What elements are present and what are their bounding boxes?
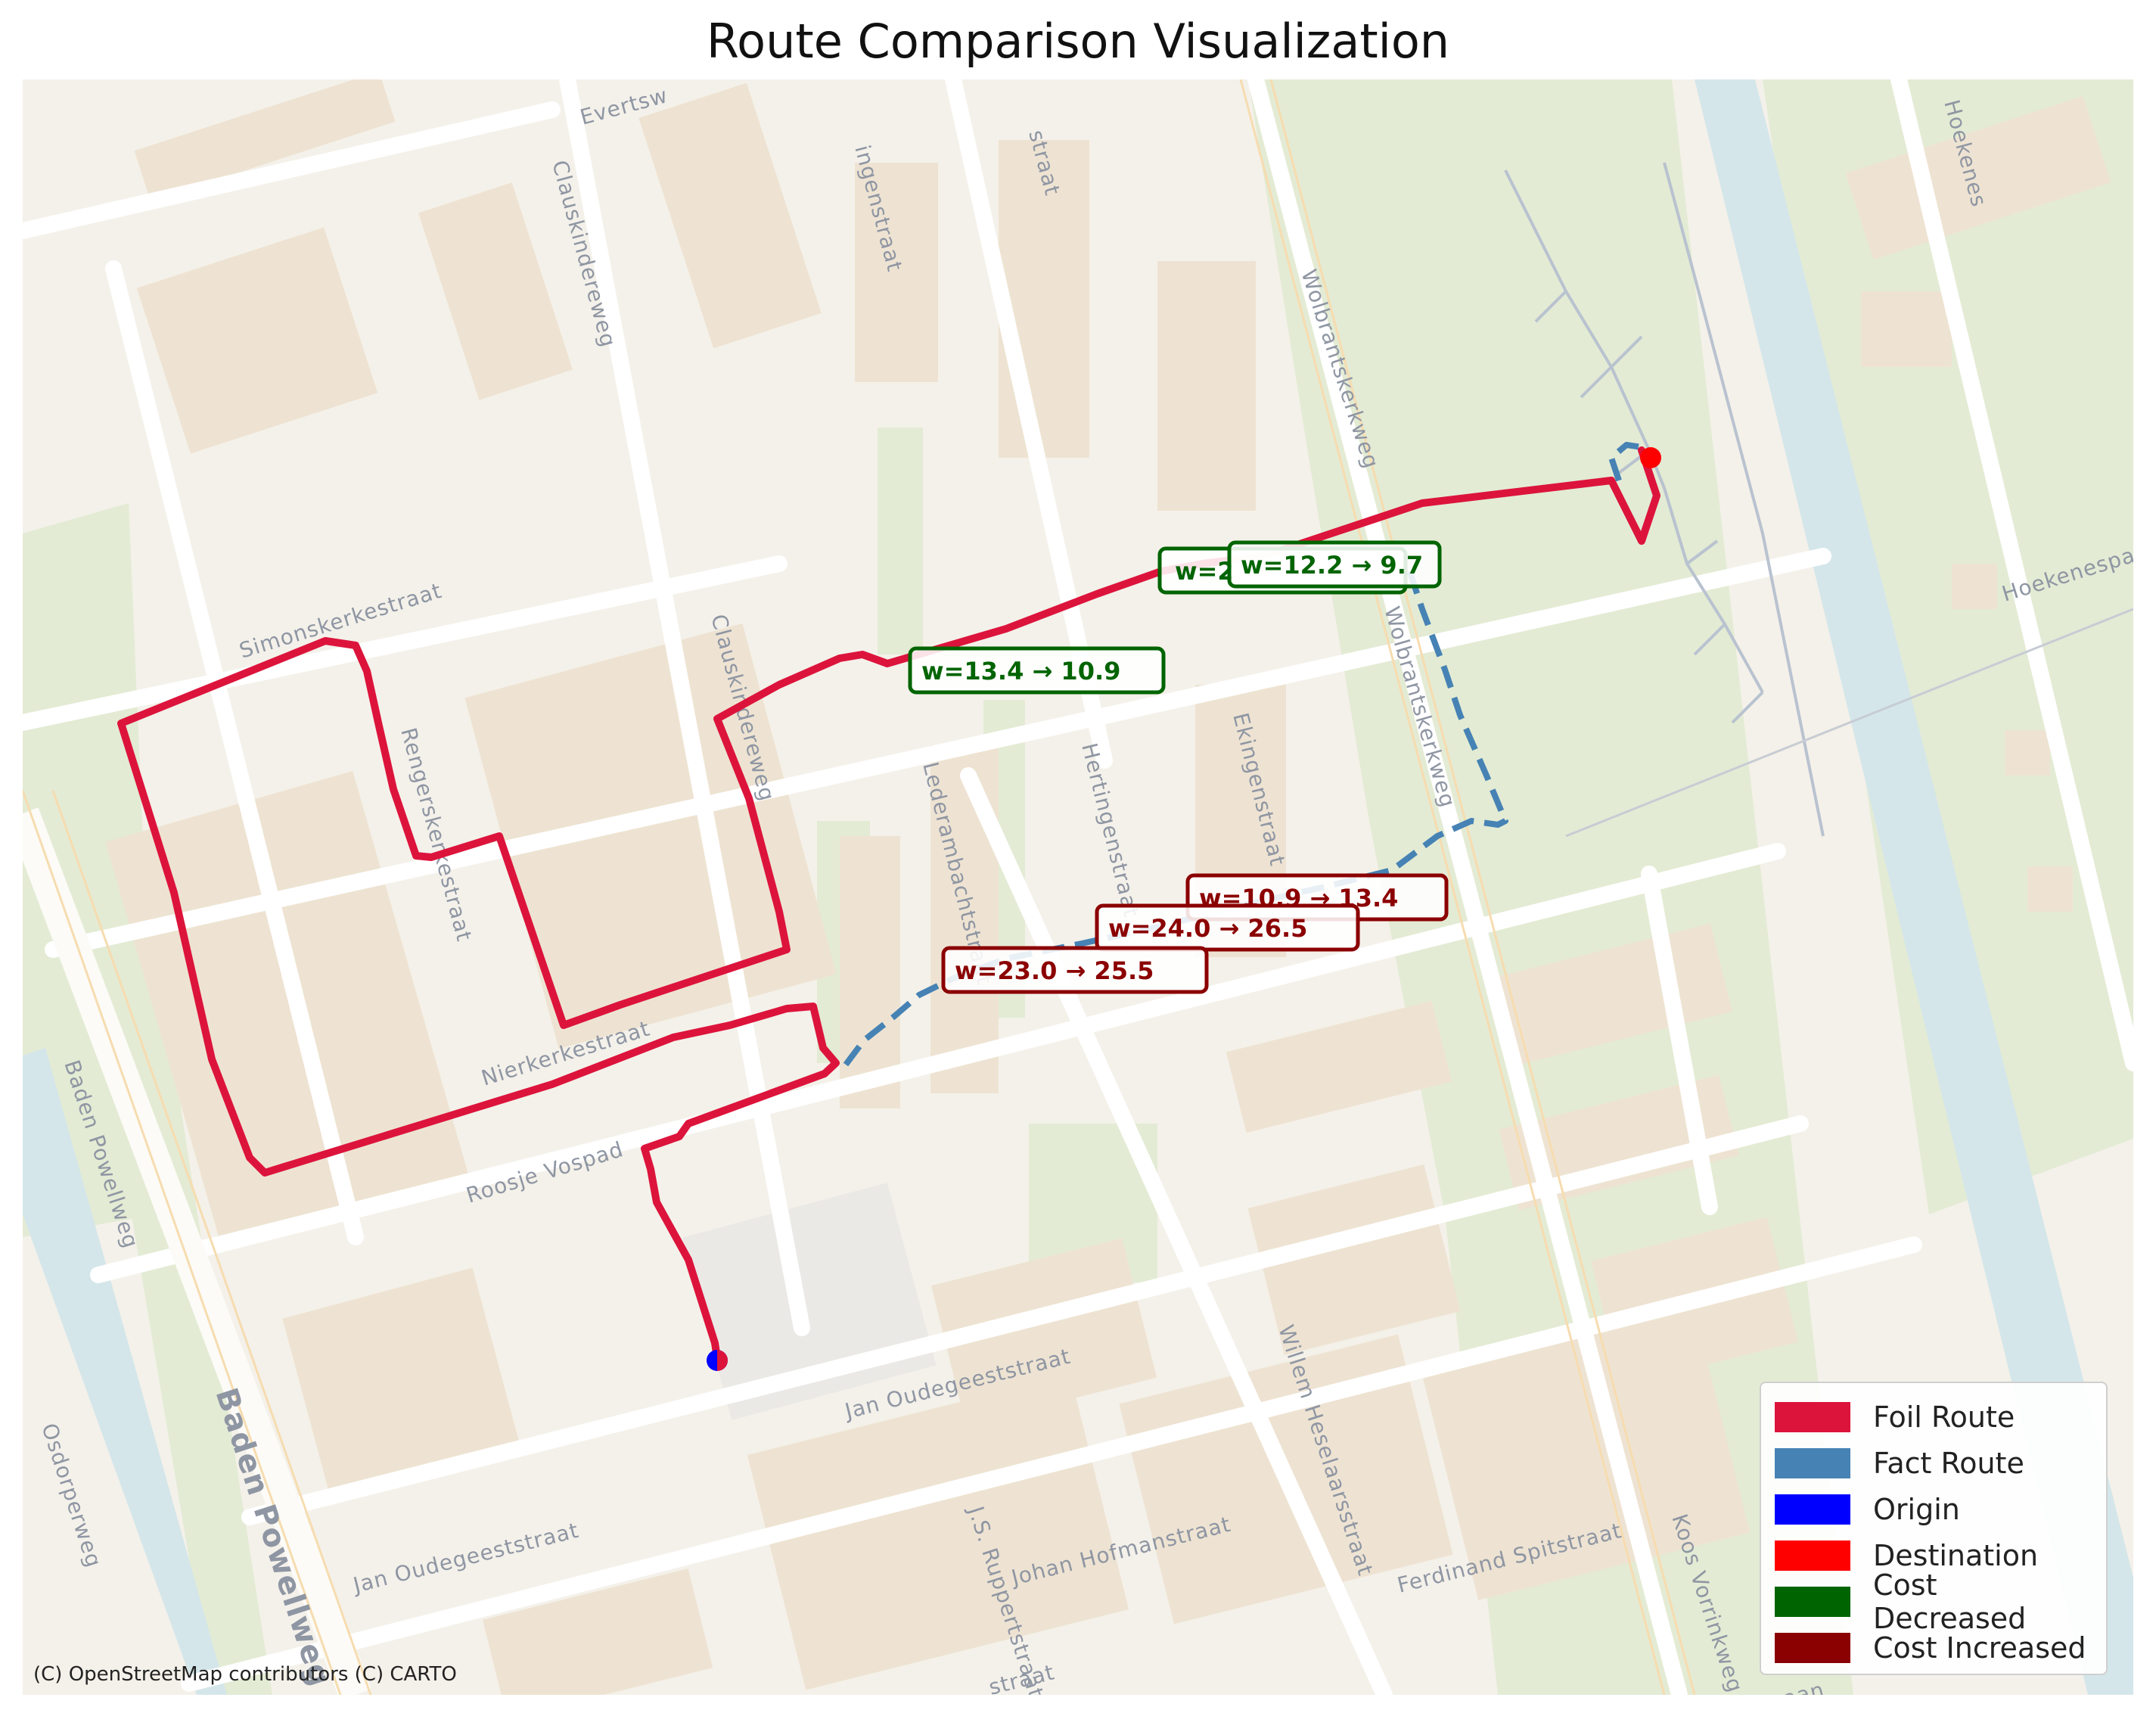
buildings xyxy=(105,79,2111,1695)
legend-swatch xyxy=(1775,1632,1850,1663)
route-map[interactable]: Evertsw Clauskindereweg ingenstraat stra… xyxy=(23,79,2133,1695)
legend-swatch xyxy=(1775,1586,1850,1617)
svg-text:w=12.2 → 9.7: w=12.2 → 9.7 xyxy=(1241,551,1423,580)
legend-swatch xyxy=(1775,1447,1850,1478)
svg-text:w=2: w=2 xyxy=(1175,557,1235,586)
road-edges xyxy=(23,79,1696,1695)
weight-label: w=12.2 → 9.7 xyxy=(1227,540,1442,589)
legend-swatch xyxy=(1775,1494,1850,1525)
legend-item: Destination xyxy=(1775,1532,2092,1578)
major-road xyxy=(23,807,371,1695)
destination-marker xyxy=(1640,447,1661,468)
legend-label: Destination xyxy=(1873,1538,2039,1572)
svg-text:w=24.0 → 26.5: w=24.0 → 26.5 xyxy=(1108,914,1307,943)
legend-label: Cost Decreased xyxy=(1873,1568,2027,1635)
fact-route xyxy=(843,442,1642,1067)
park-paths xyxy=(1504,162,2133,838)
svg-text:w=23.0 → 25.5: w=23.0 → 25.5 xyxy=(955,956,1154,985)
origin-marker xyxy=(707,1350,728,1371)
weight-label: w=13.4 → 10.9 xyxy=(908,646,1166,695)
legend-swatch xyxy=(1775,1540,1850,1571)
legend-item: Cost Decreased xyxy=(1775,1568,2092,1635)
weight-label: w=24.0 → 26.5 xyxy=(1095,903,1360,952)
legend-item: Fact Route xyxy=(1775,1440,2092,1486)
legend-label: Foil Route xyxy=(1873,1400,2015,1434)
svg-text:w=13.4 → 10.9: w=13.4 → 10.9 xyxy=(921,657,1120,686)
legend-label: Origin xyxy=(1873,1492,1960,1526)
legend-item: Origin xyxy=(1775,1486,2092,1532)
map-attribution: (C) OpenStreetMap contributors (C) CARTO xyxy=(33,1663,457,1686)
weight-label: w=23.0 → 25.5 xyxy=(941,946,1209,994)
legend-label: Cost Increased xyxy=(1873,1631,2086,1665)
legend-swatch xyxy=(1775,1401,1850,1432)
map-title: Route Comparison Visualization xyxy=(706,14,1450,69)
canals xyxy=(23,79,2133,1695)
legend-item: Foil Route xyxy=(1775,1394,2092,1440)
map-legend: Foil Route Fact Route Origin Destination Cos… xyxy=(1760,1382,2108,1675)
legend-item: Cost Increased xyxy=(1775,1624,2092,1671)
legend-label: Fact Route xyxy=(1873,1446,2024,1480)
